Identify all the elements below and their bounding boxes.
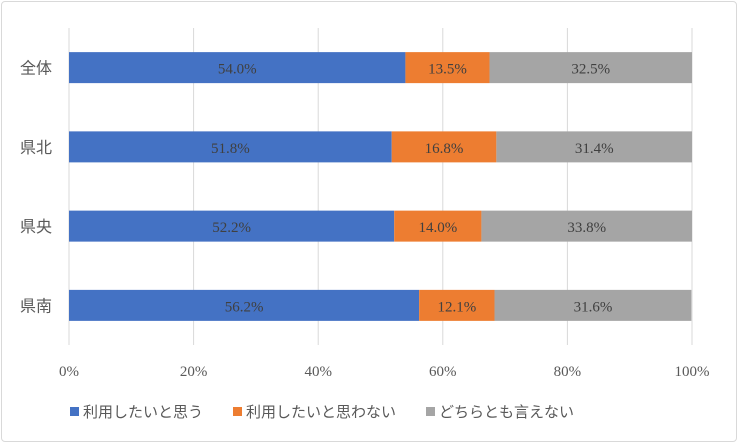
bar-segment [481,210,692,242]
bar-segment [419,289,495,321]
legend-swatch-0 [70,407,79,416]
legend-item-0: 利用したいと思う [70,401,203,422]
y-category-label: 県南 [20,296,52,315]
data-label: 51.8% [211,141,250,157]
data-label: 31.4% [575,141,614,157]
x-tick-label: 100% [675,364,710,380]
bar-segment [489,52,692,84]
data-label: 33.8% [567,220,606,236]
data-label: 56.2% [225,299,264,315]
bar-segment [391,131,497,163]
data-label: 52.2% [212,220,251,236]
legend-item-1: 利用したいと思わない [233,401,396,422]
bar-segment [496,131,692,163]
legend-label-0: 利用したいと思う [83,403,204,421]
data-label: 14.0% [418,220,457,236]
y-category-label: 県央 [20,217,52,236]
data-label: 16.8% [425,141,464,157]
data-label: 32.5% [571,62,610,78]
bar-segment [69,210,395,242]
legend-label-1: 利用したいと思わない [246,403,397,421]
legend: 利用したいと思う 利用したいと思わない どちらとも言えない [70,401,574,422]
y-category-label: 全体 [20,59,52,78]
data-label: 54.0% [218,62,257,78]
y-category-label: 県北 [20,138,52,157]
data-label: 12.1% [437,299,476,315]
data-label: 31.6% [574,299,613,315]
bar-segment [405,52,490,84]
bar-segment [69,52,406,84]
legend-label-2: どちらとも言えない [439,403,575,421]
bar-segment [69,131,392,163]
x-tick-label: 80% [554,364,582,380]
bar-segment [494,289,692,321]
bar-segment [394,210,482,242]
legend-swatch-1 [233,407,243,416]
x-tick-label: 0% [59,364,79,380]
legend-item-2: どちらとも言えない [426,401,574,422]
data-label: 13.5% [428,62,467,78]
x-tick-label: 20% [180,364,208,380]
bar-segment [69,289,420,321]
x-tick-label: 60% [429,364,457,380]
legend-swatch-2 [426,407,436,416]
x-tick-label: 40% [304,364,332,380]
